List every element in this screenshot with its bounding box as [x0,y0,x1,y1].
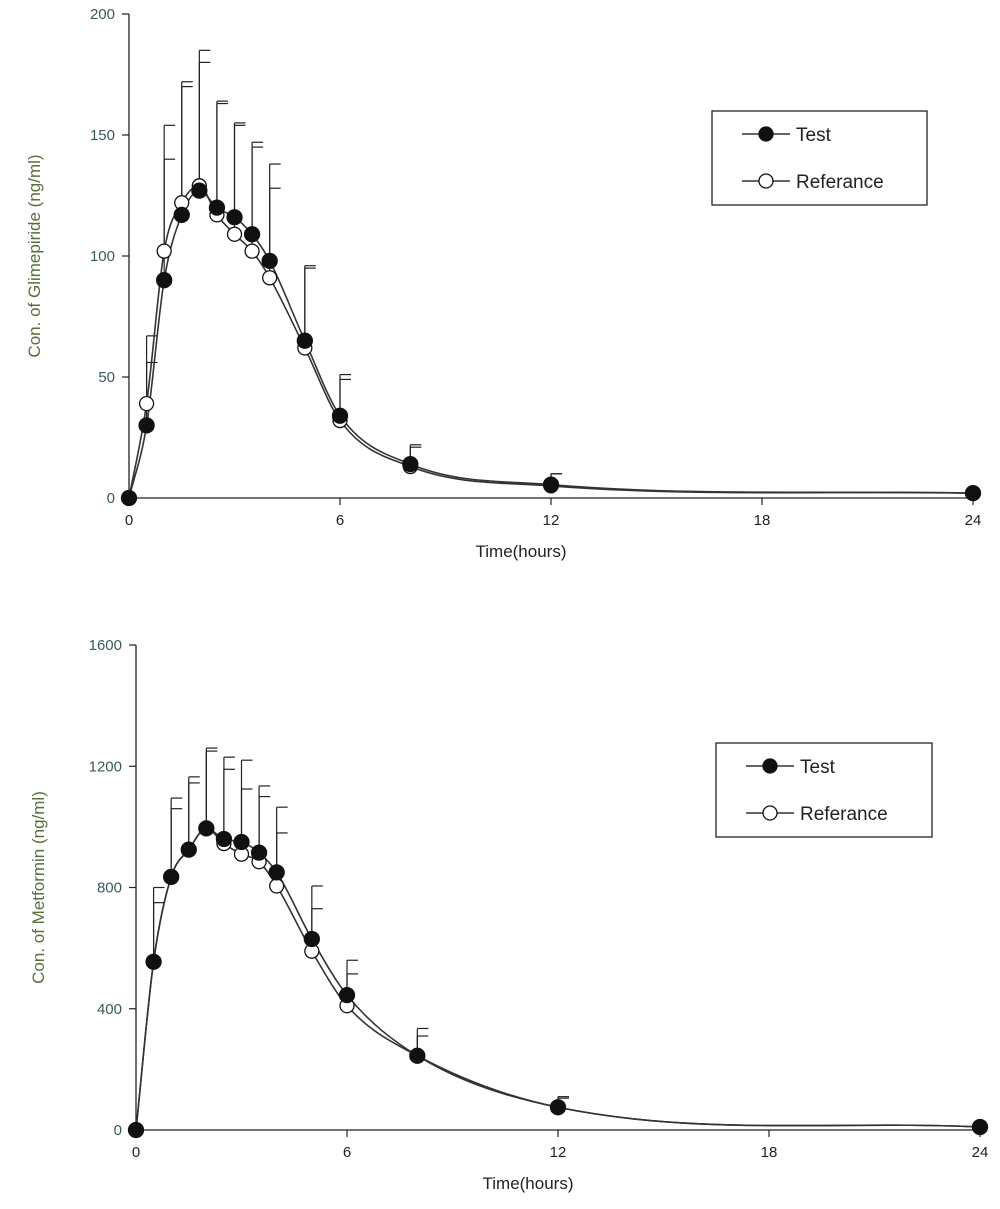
chart2-x-tick-label: 12 [550,1144,567,1161]
chart2-x-tick-label: 0 [132,1144,140,1161]
chart1-point-test [296,332,313,349]
chart2-x-tick-label: 18 [761,1144,778,1161]
chart1-point-test [964,485,982,502]
chart1-point-test [208,199,226,216]
chart2-series-line-test [135,827,981,1131]
chart2-point-test [180,841,197,858]
chart1-point-test [261,252,278,269]
metformin-chart-svg: 0 400 800 1200 1600 0 6 12 18 24 Time(hours) Con. o… [29,637,989,1193]
chart2-y-tick-label: 400 [97,1001,122,1018]
chart1-legend-box [711,110,928,206]
chart2-x-tick-label: 24 [972,1144,989,1161]
chart1-point-test [138,417,155,434]
chart1-point-test [402,455,419,473]
chart2-point-test [971,1118,989,1136]
chart1-y-tick-label: 0 [107,490,115,507]
chart1-x-tick-label: 18 [754,512,771,529]
chart2-y-tick-label: 800 [97,880,122,897]
chart2-x-axis-title: Time(hours) [483,1174,574,1193]
chart2-point-test [303,930,320,948]
glimepiride-chart: 0 50 100 150 200 0 6 12 18 24 Time(hours) Con. of G… [0,0,1000,590]
chart1-legend: Test Referance [711,110,928,206]
chart1-x-tick-label: 0 [125,512,133,529]
chart2-point-test [127,1121,145,1139]
chart1-point-referance [138,395,155,412]
chart2-y-tick-label: 1600 [89,637,122,654]
chart2-point-test [163,868,180,886]
chart1-legend-label-test: Test [796,125,832,146]
chart2-legend: Test Referance [715,742,933,838]
chart2-point-referance [269,878,285,894]
chart1-legend-marker [758,173,774,189]
chart1-point-test [331,407,349,424]
chart1-point-test [191,182,208,199]
chart2-y-axis-title: Con. of Metformin (ng/ml) [29,791,48,984]
chart1-x-axis-title: Time(hours) [476,542,567,561]
chart2-point-test [215,830,233,848]
chart1-point-test [156,272,173,289]
chart2-legend-marker [762,758,778,774]
chart2-point-test [233,833,250,851]
metformin-chart: 0 400 800 1200 1600 0 6 12 18 24 Time(hours) Con. o… [0,610,1000,1209]
chart2-point-test [268,864,285,881]
chart1-legend-label-referance: Referance [796,172,884,193]
chart1-point-test [542,476,560,493]
chart1-point-test [226,209,243,226]
chart1-x-tick-label: 6 [336,512,344,529]
chart1-y-tick-label: 150 [90,127,115,144]
chart2-point-test [198,820,215,837]
chart2-legend-label-test: Test [800,757,836,778]
chart2-point-test [250,844,268,861]
chart1-point-referance [156,243,172,259]
chart1-x-tick-label: 12 [543,512,560,529]
chart1-y-tick-label: 200 [90,6,115,23]
chart2-legend-box [715,742,933,838]
chart1-legend-marker [758,126,774,142]
chart2-point-test [145,953,162,970]
chart2-x-tick-label: 6 [343,1144,351,1161]
chart1-y-axis-title: Con. of Glimepiride (ng/ml) [25,154,44,357]
chart2-y-tick-label: 0 [114,1122,122,1139]
chart1-point-referance [226,226,243,242]
glimepiride-chart-svg: 0 50 100 150 200 0 6 12 18 24 Time(hours) Con. of G… [25,6,982,561]
chart1-point-test [173,206,190,224]
chart1-point-referance [244,243,260,259]
chart1-point-referance [262,270,278,286]
chart2-legend-label-referance: Referance [800,804,888,825]
chart2-point-test [409,1047,426,1064]
chart2-series-line-referance [135,827,981,1131]
chart1-point-test [243,226,261,243]
chart1-x-tick-label: 24 [965,512,982,529]
chart1-point-test [120,489,138,507]
chart1-y-tick-label: 50 [98,369,115,386]
chart2-legend-marker [762,805,778,821]
chart1-y-tick-label: 100 [90,248,115,265]
chart2-point-test [549,1099,567,1116]
chart2-y-tick-label: 1200 [89,758,122,775]
chart2-point-test [338,986,356,1004]
